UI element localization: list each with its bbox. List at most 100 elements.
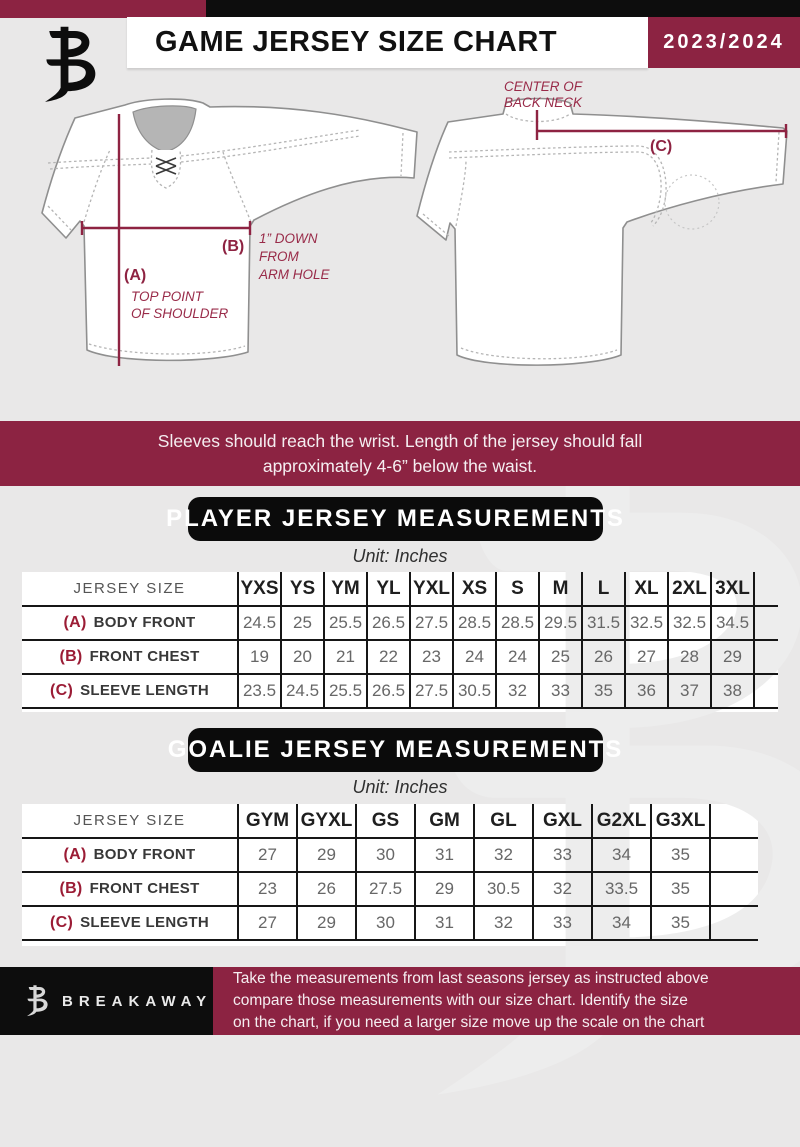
- measurement-value: 26.5: [366, 674, 410, 709]
- size-column-header: G3XL: [650, 804, 710, 839]
- measurement-value: 25.5: [323, 606, 367, 641]
- size-column-header: G2XL: [591, 804, 651, 839]
- table-row: (B) FRONT CHEST 19 20 21 22 23 24 24 25 26 27 28 29: [22, 640, 778, 675]
- row-label-text: BODY FRONT: [93, 846, 196, 863]
- measurement-value: 32: [532, 872, 592, 907]
- size-column-header: YXS: [237, 572, 281, 607]
- measurement-value: 23: [237, 872, 297, 907]
- measurement-value: 27: [237, 906, 297, 941]
- table-corner-label: JERSEY SIZE: [22, 804, 238, 839]
- collar-laces: [155, 157, 177, 175]
- caption-A-line1: TOP POINT: [131, 289, 205, 304]
- size-column-header: YXL: [409, 572, 453, 607]
- season-badge: 2023/2024: [648, 17, 800, 68]
- measurement-value: 35: [650, 872, 710, 907]
- table-row: (C) SLEEVE LENGTH 27 29 30 31 32 33 34 35: [22, 906, 758, 941]
- measurement-value: 35: [650, 906, 710, 941]
- size-column-header: GYM: [237, 804, 297, 839]
- measurement-value: 19: [237, 640, 281, 675]
- measurement-value: 38: [710, 674, 754, 709]
- table-stub-cell: [709, 906, 758, 941]
- collar-inner: [132, 105, 197, 153]
- row-letter: (C): [49, 914, 74, 931]
- size-column-header: L: [581, 572, 625, 607]
- player-section-title: PLAYER JERSEY MEASUREMENTS: [166, 505, 625, 532]
- size-column-header: 2XL: [667, 572, 711, 607]
- size-column-header: XS: [452, 572, 496, 607]
- table-stub-cell: [709, 838, 758, 873]
- season-label: 2023/2024: [663, 31, 785, 53]
- measurement-value: 31: [414, 906, 474, 941]
- measurement-value: 26: [296, 872, 356, 907]
- table-row: (C) SLEEVE LENGTH 23.5 24.5 25.5 26.5 27.5 30.5…: [22, 674, 778, 709]
- row-letter: (B): [59, 648, 83, 665]
- table-stub-cell: [709, 872, 758, 907]
- measurement-value: 32: [473, 838, 533, 873]
- label-B: (B): [222, 238, 244, 255]
- row-label-text: SLEEVE LENGTH: [80, 682, 210, 699]
- measurement-value: 31.5: [581, 606, 625, 641]
- measurement-value: 27.5: [355, 872, 415, 907]
- table-stub-cell: [753, 572, 778, 607]
- measurement-value: 27: [624, 640, 668, 675]
- measurement-value: 24: [495, 640, 539, 675]
- measurement-value: 32.5: [667, 606, 711, 641]
- row-label: (C) SLEEVE LENGTH: [22, 674, 238, 709]
- jersey-diagram: (B) 1” DOWN FROM ARM HOLE (A) TOP POINT …: [41, 79, 788, 366]
- goalie-table: JERSEY SIZE GYM GYXL GS GM GL GXL G2XL G3XL (A) BO…: [22, 804, 758, 941]
- row-label: (B) FRONT CHEST: [22, 872, 238, 907]
- top-strip-black: [206, 0, 800, 18]
- footer-line1: Take the measurements from last seasons …: [233, 970, 709, 987]
- measurement-value: 29: [414, 872, 474, 907]
- player-table: JERSEY SIZE YXS YS YM YL YXL XS S M L XL 2XL 3XL (A) B…: [22, 572, 778, 709]
- table-corner-label: JERSEY SIZE: [22, 572, 238, 607]
- measurement-value: 34: [591, 838, 651, 873]
- size-column-header: GXL: [532, 804, 592, 839]
- size-column-header: GS: [355, 804, 415, 839]
- measurement-value: 30.5: [473, 872, 533, 907]
- measurement-value: 26: [581, 640, 625, 675]
- footer-instructions: Take the measurements from last seasons …: [213, 967, 800, 1035]
- measurement-value: 22: [366, 640, 410, 675]
- table-stub-cell: [753, 606, 778, 641]
- caption-C-line1: CENTER OF: [504, 79, 583, 94]
- measurement-value: 35: [581, 674, 625, 709]
- measurement-value: 33: [532, 906, 592, 941]
- row-label: (B) FRONT CHEST: [22, 640, 238, 675]
- elbow-stitch-circle: [664, 174, 720, 230]
- measurement-value: 28.5: [452, 606, 496, 641]
- measurement-value: 24.5: [237, 606, 281, 641]
- measurement-value: 30.5: [452, 674, 496, 709]
- measurement-value: 33.5: [591, 872, 651, 907]
- measurement-value: 31: [414, 838, 474, 873]
- measurement-value: 35: [650, 838, 710, 873]
- size-column-header: YL: [366, 572, 410, 607]
- goalie-section-title: GOALIE JERSEY MEASUREMENTS: [167, 736, 624, 763]
- goalie-section-header: GOALIE JERSEY MEASUREMENTS: [168, 728, 621, 772]
- measurement-value: 32.5: [624, 606, 668, 641]
- table-stub-cell: [753, 674, 778, 709]
- fit-instruction-banner: Sleeves should reach the wrist. Length o…: [0, 421, 800, 486]
- caption-A-line2: OF SHOULDER: [131, 306, 229, 321]
- measurement-value: 28.5: [495, 606, 539, 641]
- row-label: (A) BODY FRONT: [22, 838, 238, 873]
- row-label: (A) BODY FRONT: [22, 606, 238, 641]
- header-title-bar: GAME JERSEY SIZE CHART: [127, 17, 648, 68]
- caption-B-line2: FROM: [259, 249, 299, 264]
- measurement-value: 21: [323, 640, 367, 675]
- breakaway-b-logo: [28, 22, 106, 108]
- measurement-value: 32: [495, 674, 539, 709]
- caption-B-line1: 1” DOWN: [259, 231, 318, 246]
- measurement-value: 23.5: [237, 674, 281, 709]
- measurement-value: 33: [532, 838, 592, 873]
- measurement-value: 34: [591, 906, 651, 941]
- size-column-header: GYXL: [296, 804, 356, 839]
- goalie-unit-label: Unit: Inches: [352, 777, 448, 797]
- top-strip-maroon: [0, 0, 206, 18]
- size-column-header: YM: [323, 572, 367, 607]
- size-column-header: S: [495, 572, 539, 607]
- page-title: GAME JERSEY SIZE CHART: [155, 26, 558, 58]
- row-letter: (B): [59, 880, 83, 897]
- table-stub-cell: [753, 640, 778, 675]
- measurement-value: 32: [473, 906, 533, 941]
